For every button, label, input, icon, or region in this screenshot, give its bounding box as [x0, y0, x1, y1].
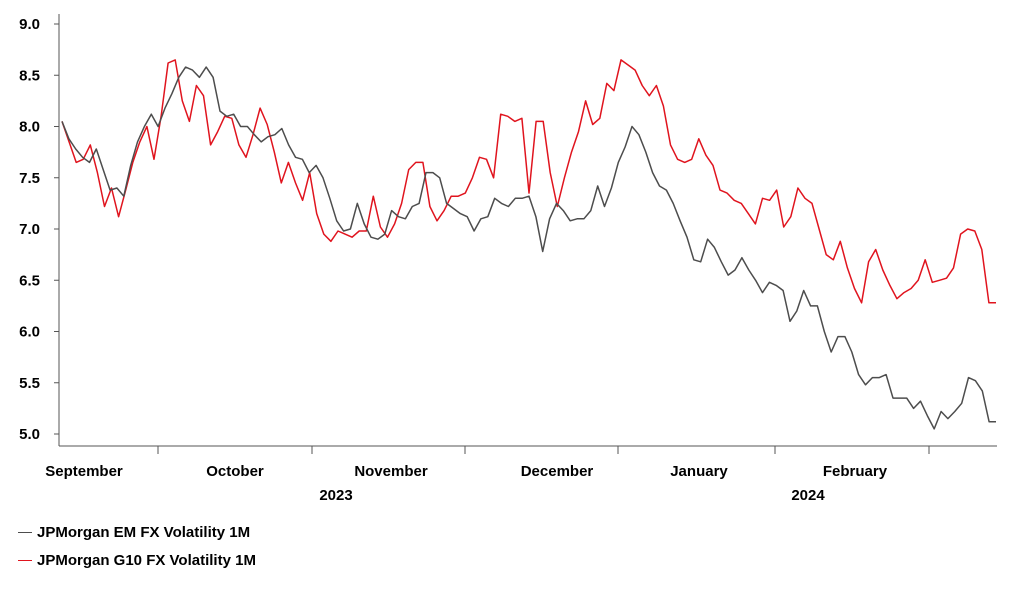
y-tick-label: 6.5	[19, 272, 40, 289]
x-year-label: 2024	[791, 487, 825, 504]
x-month-label: September	[45, 463, 123, 480]
legend: JPMorgan EM FX Volatility 1M JPMorgan G1…	[18, 521, 256, 577]
y-tick-label: 9.0	[19, 16, 40, 33]
x-month-label: February	[823, 463, 888, 480]
legend-item-g10: JPMorgan G10 FX Volatility 1M	[18, 549, 256, 571]
series-line-g10	[61, 59, 996, 304]
x-month-label: January	[670, 463, 728, 480]
y-axis: 9.0 8.5 8.0 7.5 7.0 6.5 6.0 5.5 5.0	[19, 14, 60, 446]
y-tick-label: 8.5	[19, 67, 40, 84]
y-tick-label: 7.0	[19, 221, 40, 238]
x-month-label: October	[206, 463, 264, 480]
legend-label-em: JPMorgan EM FX Volatility 1M	[37, 523, 251, 541]
y-tick-label: 8.0	[19, 119, 40, 136]
x-month-label: December	[521, 463, 594, 480]
x-month-label: November	[354, 463, 428, 480]
x-axis: September October November December January F…	[45, 445, 997, 504]
legend-swatch-em	[18, 531, 32, 533]
series-lines	[61, 59, 996, 430]
legend-label-g10: JPMorgan G10 FX Volatility 1M	[37, 551, 256, 569]
line-chart: 9.0 8.5 8.0 7.5 7.0 6.5 6.0 5.5 5.0 September Oct…	[19, 14, 997, 504]
legend-item-em: JPMorgan EM FX Volatility 1M	[18, 521, 256, 543]
y-tick-label: 6.0	[19, 324, 40, 341]
y-tick-label: 7.5	[19, 170, 40, 187]
y-tick-label: 5.0	[19, 426, 40, 443]
series-line-em	[61, 66, 996, 430]
x-year-label: 2023	[319, 487, 352, 504]
y-tick-label: 5.5	[19, 375, 40, 392]
legend-swatch-g10	[18, 559, 32, 561]
